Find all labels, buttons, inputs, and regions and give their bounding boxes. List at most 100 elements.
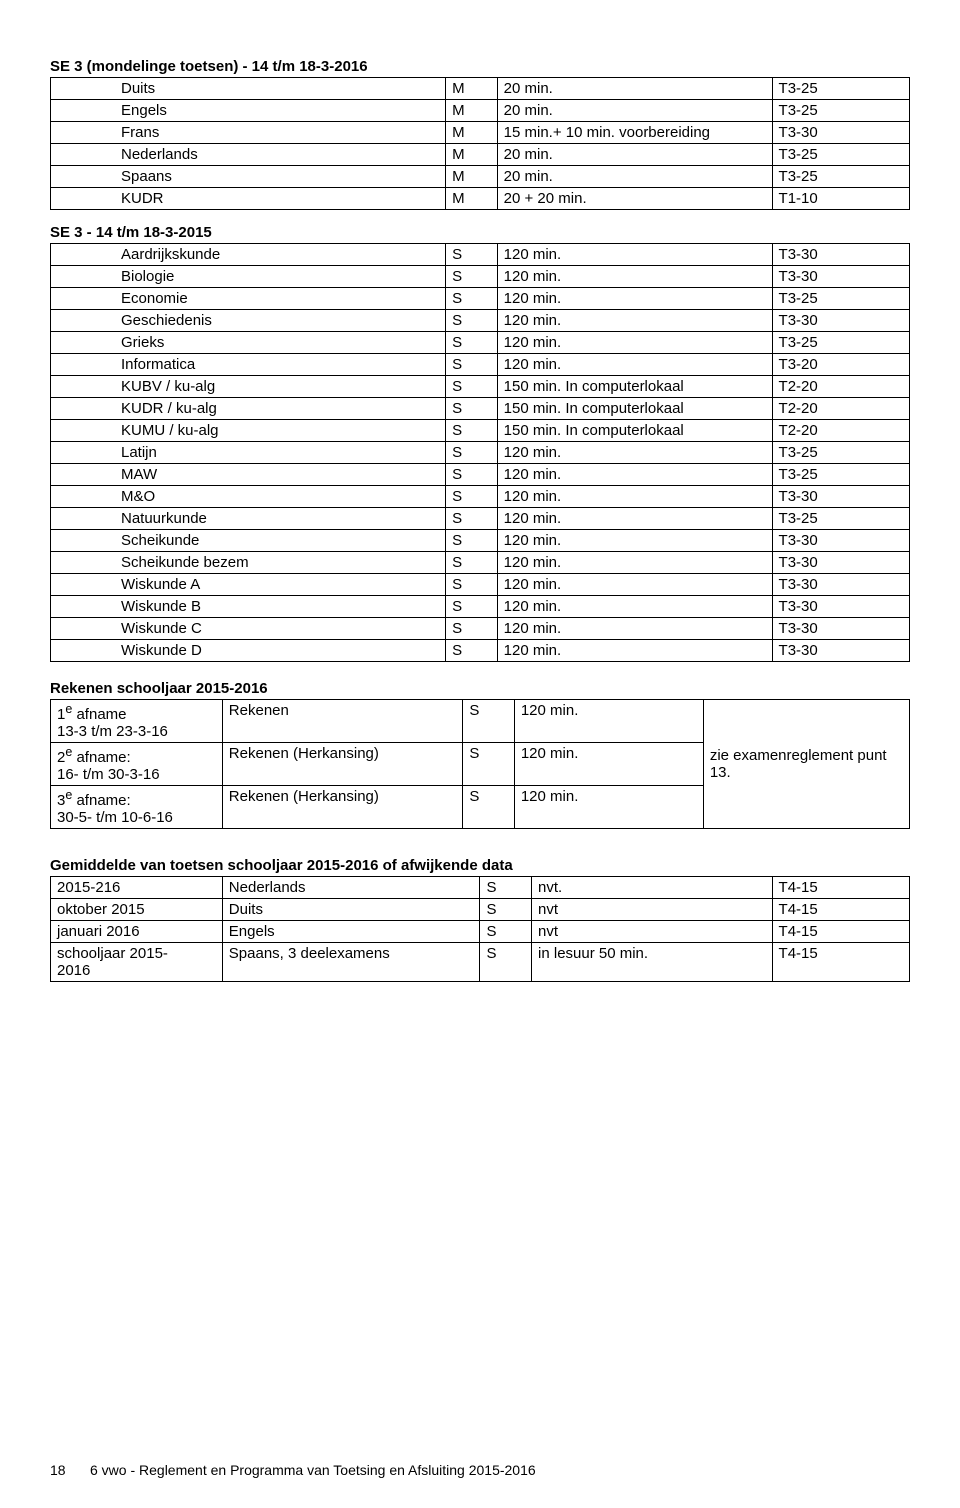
table-row: FransM15 min.+ 10 min. voorbereidingT3-3… xyxy=(51,122,910,144)
page-number: 18 xyxy=(50,1462,90,1478)
cell: T3-25 xyxy=(772,166,909,188)
cell: S xyxy=(446,420,498,442)
gemiddelde-table: 2015-216NederlandsSnvt.T4-15oktober 2015… xyxy=(50,876,910,982)
cell: 120 min. xyxy=(514,743,703,786)
cell: KUBV / ku-alg xyxy=(51,376,446,398)
cell: MAW xyxy=(51,464,446,486)
cell: Engels xyxy=(51,100,446,122)
cell: T3-25 xyxy=(772,78,909,100)
cell: S xyxy=(446,596,498,618)
cell: M xyxy=(446,166,498,188)
cell: T3-25 xyxy=(772,464,909,486)
cell: 150 min. In computerlokaal xyxy=(497,420,772,442)
cell: T3-30 xyxy=(772,310,909,332)
section1-table: DuitsM20 min.T3-25EngelsM20 min.T3-25Fra… xyxy=(50,77,910,210)
cell: M xyxy=(446,188,498,210)
table-row: januari 2016EngelsSnvtT4-15 xyxy=(51,921,910,943)
cell: KUDR xyxy=(51,188,446,210)
cell: 120 min. xyxy=(497,310,772,332)
rekenen-title: Rekenen schooljaar 2015-2016 xyxy=(50,680,910,697)
cell: S xyxy=(446,288,498,310)
cell: Natuurkunde xyxy=(51,508,446,530)
cell: 2015-216 xyxy=(51,877,223,899)
cell: Rekenen (Herkansing) xyxy=(222,743,463,786)
cell: Spaans, 3 deelexamens xyxy=(222,943,480,982)
table-row: Wiskunde AS120 min.T3-30 xyxy=(51,574,910,596)
section2-table: AardrijkskundeS120 min.T3-30BiologieS120… xyxy=(50,243,910,662)
cell: T2-20 xyxy=(772,376,909,398)
cell: Biologie xyxy=(51,266,446,288)
cell: Duits xyxy=(51,78,446,100)
cell: Rekenen (Herkansing) xyxy=(222,786,463,829)
cell: S xyxy=(480,943,532,982)
table-row: EconomieS120 min.T3-25 xyxy=(51,288,910,310)
cell: T3-30 xyxy=(772,530,909,552)
table-row: KUDRM20 + 20 min.T1-10 xyxy=(51,188,910,210)
cell: nvt xyxy=(532,899,773,921)
cell: T2-20 xyxy=(772,420,909,442)
table-row: LatijnS120 min.T3-25 xyxy=(51,442,910,464)
cell: 20 min. xyxy=(497,166,772,188)
table-row: EngelsM20 min.T3-25 xyxy=(51,100,910,122)
footer-text: 6 vwo - Reglement en Programma van Toets… xyxy=(90,1462,536,1478)
cell: S xyxy=(446,486,498,508)
cell: T4-15 xyxy=(772,877,909,899)
table-row: 1e afname13-3 t/m 23-3-16RekenenS120 min… xyxy=(51,700,910,743)
cell: Latijn xyxy=(51,442,446,464)
cell: T3-30 xyxy=(772,596,909,618)
table-row: Wiskunde BS120 min.T3-30 xyxy=(51,596,910,618)
cell: schooljaar 2015-2016 xyxy=(51,943,223,982)
page-footer: 18 6 vwo - Reglement en Programma van To… xyxy=(50,1462,910,1478)
cell: S xyxy=(446,574,498,596)
table-row: GrieksS120 min.T3-25 xyxy=(51,332,910,354)
cell: 120 min. xyxy=(497,640,772,662)
cell: in lesuur 50 min. xyxy=(532,943,773,982)
cell: T3-20 xyxy=(772,354,909,376)
cell: S xyxy=(463,743,515,786)
cell: M xyxy=(446,144,498,166)
cell: Scheikunde xyxy=(51,530,446,552)
cell: Duits xyxy=(222,899,480,921)
table-row: InformaticaS120 min.T3-20 xyxy=(51,354,910,376)
cell: Wiskunde C xyxy=(51,618,446,640)
cell: Spaans xyxy=(51,166,446,188)
cell: Wiskunde B xyxy=(51,596,446,618)
table-row: Wiskunde CS120 min.T3-30 xyxy=(51,618,910,640)
cell: S xyxy=(446,244,498,266)
cell: Engels xyxy=(222,921,480,943)
cell: Scheikunde bezem xyxy=(51,552,446,574)
cell: 120 min. xyxy=(514,786,703,829)
cell: 120 min. xyxy=(514,700,703,743)
cell: T3-30 xyxy=(772,618,909,640)
cell: S xyxy=(446,442,498,464)
cell: 2e afname:16- t/m 30-3-16 xyxy=(51,743,223,786)
cell: S xyxy=(463,786,515,829)
table-row: NatuurkundeS120 min.T3-25 xyxy=(51,508,910,530)
cell: 20 min. xyxy=(497,100,772,122)
cell: T3-30 xyxy=(772,244,909,266)
cell: S xyxy=(446,464,498,486)
cell: 20 min. xyxy=(497,78,772,100)
rekenen-table: 1e afname13-3 t/m 23-3-16RekenenS120 min… xyxy=(50,699,910,829)
table-row: schooljaar 2015-2016Spaans, 3 deelexamen… xyxy=(51,943,910,982)
cell: Aardrijkskunde xyxy=(51,244,446,266)
cell: 120 min. xyxy=(497,574,772,596)
cell: 20 + 20 min. xyxy=(497,188,772,210)
cell: Wiskunde A xyxy=(51,574,446,596)
cell: 120 min. xyxy=(497,464,772,486)
table-row: ScheikundeS120 min.T3-30 xyxy=(51,530,910,552)
cell: T3-25 xyxy=(772,100,909,122)
section2-title: SE 3 - 14 t/m 18-3-2015 xyxy=(50,224,910,241)
cell: S xyxy=(446,530,498,552)
cell: 120 min. xyxy=(497,552,772,574)
table-row: NederlandsM20 min.T3-25 xyxy=(51,144,910,166)
cell: Economie xyxy=(51,288,446,310)
table-row: GeschiedenisS120 min.T3-30 xyxy=(51,310,910,332)
cell: 1e afname13-3 t/m 23-3-16 xyxy=(51,700,223,743)
cell: M xyxy=(446,122,498,144)
cell: T1-10 xyxy=(772,188,909,210)
cell: S xyxy=(446,266,498,288)
cell: 120 min. xyxy=(497,508,772,530)
cell: T3-30 xyxy=(772,574,909,596)
table-row: MAWS120 min.T3-25 xyxy=(51,464,910,486)
